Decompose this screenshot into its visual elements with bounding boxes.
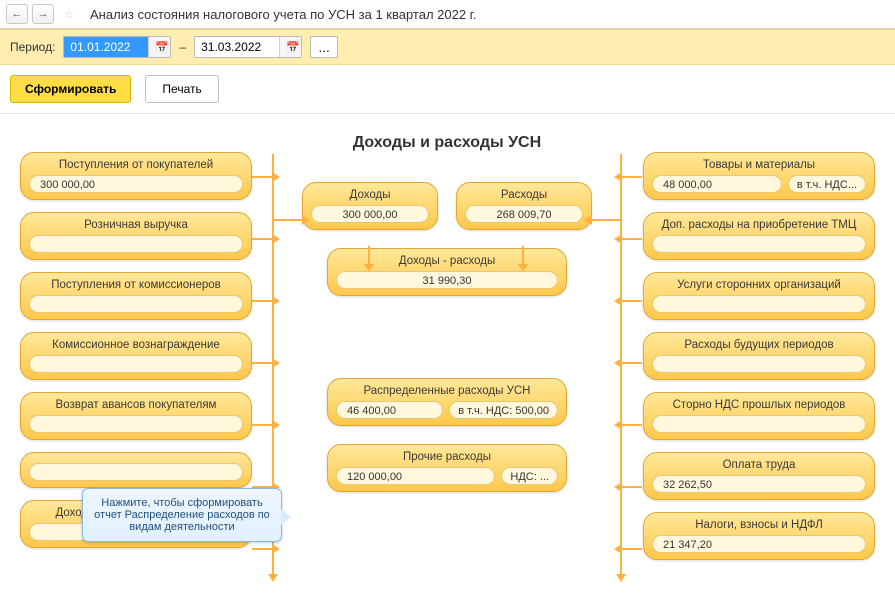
block-commission-fee[interactable]: Комиссионное вознаграждение (20, 332, 252, 380)
period-dash: – (179, 40, 186, 54)
block-title: Сторно НДС прошлых периодов (652, 397, 866, 415)
block-value (29, 355, 243, 373)
block-distributed-expenses[interactable]: Распределенные расходы УСН 46 400,00 в т… (327, 378, 567, 426)
arrow (622, 548, 642, 550)
block-title: Услуги сторонних организаций (652, 277, 866, 295)
block-title: Поступления от покупателей (29, 157, 243, 175)
block-value (29, 463, 243, 481)
block-title: Товары и материалы (652, 157, 866, 175)
block-left-empty[interactable] (20, 452, 252, 488)
arrow-down (522, 246, 524, 264)
arrow (622, 176, 642, 178)
block-retail-revenue[interactable]: Розничная выручка (20, 212, 252, 260)
block-extra: НДС: ... (501, 467, 558, 485)
diagram-title: Доходы и расходы УСН (353, 134, 541, 152)
back-button[interactable]: ← (6, 4, 28, 24)
block-value (29, 415, 243, 433)
block-value: 120 000,00 (336, 467, 495, 485)
block-labor-pay[interactable]: Оплата труда 32 262,50 (643, 452, 875, 500)
block-title: Расходы будущих периодов (652, 337, 866, 355)
block-advance-return[interactable]: Возврат авансов покупателям (20, 392, 252, 440)
block-title: Доходы (311, 187, 429, 205)
diagram-area: Поступления от покупателей 300 000,00 Ро… (20, 124, 875, 584)
print-button[interactable]: Печать (145, 75, 218, 103)
block-value (652, 295, 866, 313)
block-value: 300 000,00 (311, 205, 429, 223)
block-value (652, 235, 866, 253)
arrow (622, 362, 642, 364)
arrow (252, 300, 272, 302)
arrow (622, 486, 642, 488)
period-label: Период: (10, 40, 55, 54)
block-net[interactable]: Доходы - расходы 31 990,30 (327, 248, 567, 296)
block-goods-materials[interactable]: Товары и материалы 48 000,00 в т.ч. НДС.… (643, 152, 875, 200)
block-extra: в т.ч. НДС: 500,00 (449, 401, 558, 419)
block-storno-vat[interactable]: Сторно НДС прошлых периодов (643, 392, 875, 440)
block-value (29, 295, 243, 313)
block-title: Поступления от комиссионеров (29, 277, 243, 295)
block-value (652, 415, 866, 433)
arrow (592, 219, 620, 221)
left-column: Поступления от покупателей 300 000,00 Ро… (20, 134, 252, 548)
block-value (29, 235, 243, 253)
generate-button[interactable]: Сформировать (10, 75, 131, 103)
arrow (252, 176, 272, 178)
date-to-calendar-icon[interactable]: 📅 (279, 37, 301, 57)
favorite-icon[interactable]: ☆ (58, 4, 80, 24)
arrow (272, 219, 302, 221)
arrow (622, 238, 642, 240)
block-extra: в т.ч. НДС... (788, 175, 866, 193)
date-to-input[interactable] (195, 37, 279, 57)
block-value: 32 262,50 (652, 475, 866, 493)
date-from-input[interactable] (64, 37, 148, 57)
block-title: Розничная выручка (29, 217, 243, 235)
block-buyers-receipts[interactable]: Поступления от покупателей 300 000,00 (20, 152, 252, 200)
arrow (622, 424, 642, 426)
block-title: Оплата труда (652, 457, 866, 475)
block-title: Расходы (465, 187, 583, 205)
block-value: 48 000,00 (652, 175, 782, 193)
block-future-expenses[interactable]: Расходы будущих периодов (643, 332, 875, 380)
block-commissioner-receipts[interactable]: Поступления от комиссионеров (20, 272, 252, 320)
period-bar: Период: 📅 – 📅 ... (0, 29, 895, 65)
block-taxes-ndfl[interactable]: Налоги, взносы и НДФЛ 21 347,20 (643, 512, 875, 560)
block-value: 21 347,20 (652, 535, 866, 553)
block-title: Доп. расходы на приобретение ТМЦ (652, 217, 866, 235)
forward-button[interactable]: → (32, 4, 54, 24)
block-expenses[interactable]: Расходы 268 009,70 (456, 182, 592, 230)
right-column: Товары и материалы 48 000,00 в т.ч. НДС.… (643, 134, 875, 560)
block-title: Распределенные расходы УСН (336, 383, 558, 401)
block-value: 46 400,00 (336, 401, 443, 419)
block-value: 300 000,00 (29, 175, 243, 193)
tooltip-distributed-report: Нажмите, чтобы сформировать отчет Распре… (82, 488, 282, 542)
block-additional-purchase-costs[interactable]: Доп. расходы на приобретение ТМЦ (643, 212, 875, 260)
page-title: Анализ состояния налогового учета по УСН… (90, 7, 476, 22)
block-third-party-services[interactable]: Услуги сторонних организаций (643, 272, 875, 320)
date-from-calendar-icon[interactable]: 📅 (148, 37, 170, 57)
block-value: 268 009,70 (465, 205, 583, 223)
block-value: 31 990,30 (336, 271, 558, 289)
block-other-expenses[interactable]: Прочие расходы 120 000,00 НДС: ... (327, 444, 567, 492)
arrow (252, 424, 272, 426)
block-value (652, 355, 866, 373)
center-column: Доходы и расходы УСН Доходы 300 000,00 Р… (302, 124, 592, 492)
period-more-button[interactable]: ... (310, 36, 338, 58)
arrow-down (368, 246, 370, 264)
block-title: Комиссионное вознаграждение (29, 337, 243, 355)
arrow (622, 300, 642, 302)
arrow (252, 362, 272, 364)
arrow (252, 548, 272, 550)
block-title: Прочие расходы (336, 449, 558, 467)
block-title: Возврат авансов покупателям (29, 397, 243, 415)
block-title: Налоги, взносы и НДФЛ (652, 517, 866, 535)
arrow (252, 238, 272, 240)
block-income[interactable]: Доходы 300 000,00 (302, 182, 438, 230)
